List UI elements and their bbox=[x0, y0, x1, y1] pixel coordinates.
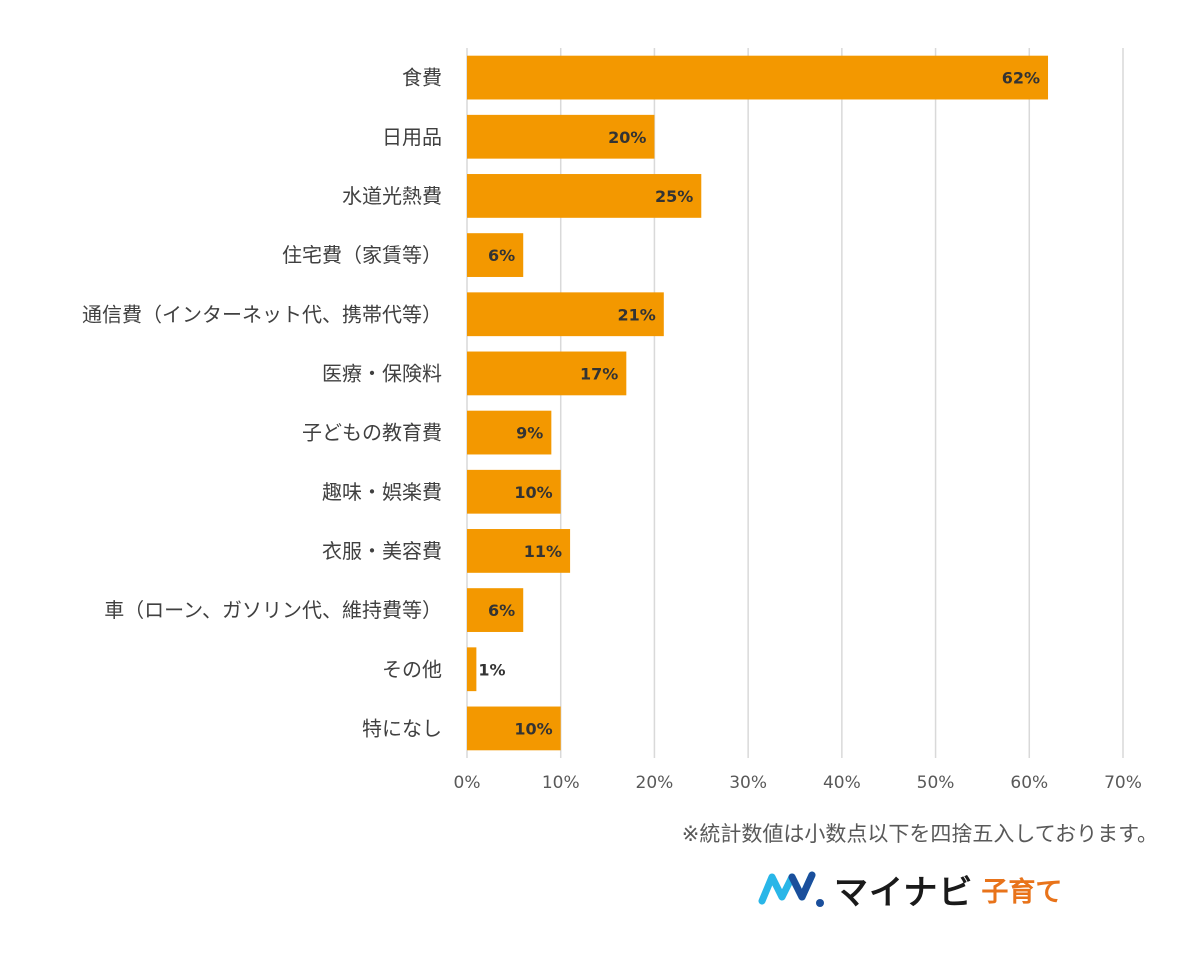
category-label: その他 bbox=[382, 657, 442, 681]
data-label: 21% bbox=[618, 305, 656, 324]
category-label: 住宅費（家賃等） bbox=[282, 243, 442, 267]
category-label: 特になし bbox=[362, 716, 442, 740]
x-tick-label: 70% bbox=[1104, 773, 1142, 793]
bar bbox=[467, 351, 627, 396]
brand-logo: マイナビ 子育て bbox=[758, 864, 1078, 914]
x-tick-label: 50% bbox=[917, 773, 955, 793]
bar bbox=[467, 588, 524, 632]
logo-sub-text: 子育て bbox=[981, 876, 1063, 908]
x-tick-label: 60% bbox=[1010, 773, 1048, 793]
category-label: 通信費（インターネット代、携帯代等） bbox=[82, 302, 442, 326]
category-label: 車（ローン、ガソリン代、維持費等） bbox=[104, 598, 442, 622]
data-labels: 62% 20% 25% 6% 21% 17% 9% 10% 11% 6% 1% 10% bbox=[478, 69, 1040, 739]
category-label: 日用品 bbox=[382, 125, 442, 149]
gridlines bbox=[466, 48, 1124, 758]
bar bbox=[467, 529, 571, 573]
category-label: 医療・保険料 bbox=[322, 361, 442, 385]
data-label: 6% bbox=[488, 246, 515, 265]
x-tick-label: 20% bbox=[636, 773, 674, 793]
data-label: 6% bbox=[488, 601, 515, 620]
bar bbox=[467, 114, 655, 159]
bar bbox=[467, 174, 702, 218]
bar bbox=[467, 647, 477, 692]
data-label: 9% bbox=[516, 424, 543, 443]
bars bbox=[467, 55, 1049, 751]
data-label: 20% bbox=[608, 128, 646, 147]
mynavi-logo-icon bbox=[758, 871, 824, 907]
bar bbox=[467, 706, 561, 751]
x-tick-label: 40% bbox=[823, 773, 861, 793]
data-label: 1% bbox=[478, 660, 505, 679]
data-label: 11% bbox=[524, 542, 562, 561]
category-label: 衣服・美容費 bbox=[322, 539, 442, 563]
data-label: 17% bbox=[580, 364, 618, 383]
x-axis-tick-labels: 0% 10% 20% 30% 40% 50% 60% 70% bbox=[454, 773, 1142, 793]
category-label: 子どもの教育費 bbox=[302, 421, 442, 445]
bar bbox=[467, 410, 552, 455]
data-label: 62% bbox=[1002, 69, 1040, 88]
data-label: 10% bbox=[514, 719, 552, 738]
category-label: 趣味・娯楽費 bbox=[322, 480, 442, 504]
data-label: 10% bbox=[514, 483, 552, 502]
bar bbox=[467, 55, 1049, 100]
bar bbox=[467, 469, 561, 514]
x-tick-label: 30% bbox=[729, 773, 767, 793]
bar bbox=[467, 292, 664, 337]
category-label: 水道光熱費 bbox=[342, 184, 442, 208]
footnote: ※統計数値は小数点以下を四捨五入しております。 bbox=[681, 822, 1158, 846]
logo-brand-text: マイナビ bbox=[834, 872, 974, 913]
x-tick-label: 10% bbox=[542, 773, 580, 793]
bar bbox=[467, 233, 524, 277]
category-label: 食費 bbox=[402, 66, 442, 90]
data-label: 25% bbox=[655, 187, 693, 206]
x-tick-label: 0% bbox=[454, 773, 481, 793]
